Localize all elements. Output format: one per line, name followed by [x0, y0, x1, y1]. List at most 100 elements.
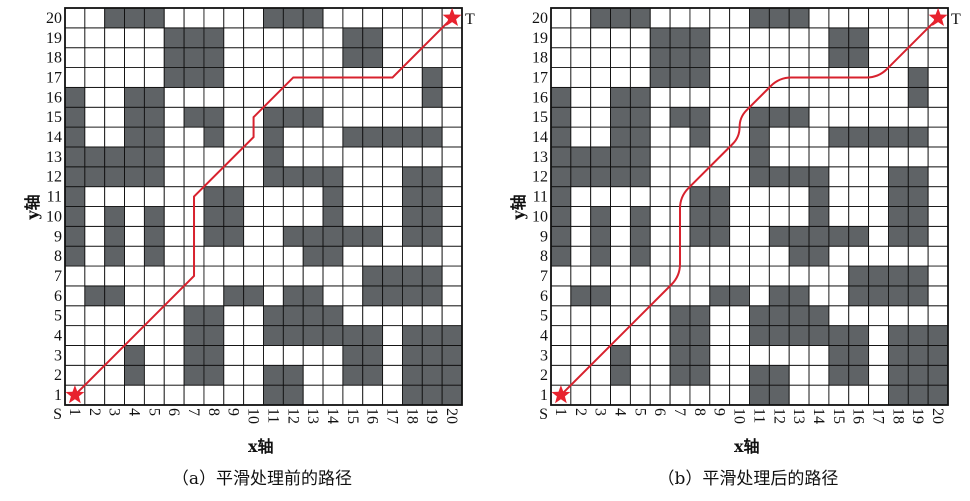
- free-cell: [342, 206, 364, 227]
- free-cell: [342, 265, 364, 287]
- obstacle-cell: [610, 86, 631, 108]
- obstacle-cell: [421, 86, 443, 108]
- raw-path: [74, 17, 453, 396]
- free-cell: [282, 146, 304, 168]
- free-cell: [709, 384, 731, 406]
- obstacle-cell: [828, 225, 850, 247]
- x-tick-label: 15: [344, 408, 361, 424]
- free-cell: [689, 285, 711, 307]
- free-cell: [441, 126, 463, 148]
- free-cell: [868, 27, 889, 49]
- obstacle-cell: [907, 186, 929, 207]
- free-cell: [610, 186, 631, 207]
- x-tick-label: 2: [86, 408, 103, 416]
- free-cell: [84, 106, 106, 128]
- free-cell: [848, 305, 870, 327]
- free-cell: [441, 285, 463, 307]
- free-cell: [828, 384, 850, 406]
- panel-b-after-smoothing: x轴 y轴 （b）平滑处理后的路径 1 2 3 4 5 6 7 8 9 10 11 12 13 14 15 1…: [509, 7, 961, 489]
- free-cell: [282, 27, 304, 49]
- y-tick-label: 14: [532, 129, 548, 146]
- obstacle-cell: [788, 325, 810, 346]
- obstacle-cell: [888, 384, 909, 406]
- free-cell: [441, 206, 463, 227]
- obstacle-cell: [183, 106, 205, 128]
- free-cell: [84, 305, 106, 327]
- obstacle-cell: [183, 27, 205, 49]
- obstacle-cell: [828, 364, 850, 386]
- free-cell: [649, 7, 671, 29]
- free-cell: [550, 7, 572, 29]
- obstacle-cell: [322, 305, 344, 327]
- free-cell: [590, 47, 612, 69]
- free-cell: [570, 106, 592, 128]
- free-cell: [828, 86, 850, 108]
- free-cell: [441, 27, 463, 49]
- free-cell: [729, 27, 750, 49]
- obstacle-cell: [263, 325, 284, 346]
- x-tick-label: 17: [870, 408, 887, 424]
- free-cell: [788, 186, 810, 207]
- free-cell: [163, 345, 185, 366]
- free-cell: [729, 206, 750, 227]
- obstacle-cell: [550, 86, 572, 108]
- obstacle-cell: [203, 364, 225, 386]
- free-cell: [143, 27, 165, 49]
- obstacle-cell: [689, 67, 711, 88]
- free-cell: [104, 384, 125, 406]
- obstacle-cell: [362, 325, 384, 346]
- start-label: S: [539, 406, 548, 423]
- free-cell: [322, 7, 344, 29]
- obstacle-cell: [203, 305, 225, 327]
- obstacle-cell: [124, 166, 145, 188]
- free-cell: [263, 186, 284, 207]
- free-cell: [927, 106, 949, 128]
- free-cell: [421, 47, 443, 69]
- free-cell: [649, 384, 671, 406]
- free-cell: [749, 285, 770, 307]
- free-cell: [441, 47, 463, 69]
- obstacle-cell: [104, 206, 125, 227]
- obstacle-cell: [402, 126, 423, 148]
- free-cell: [124, 67, 145, 88]
- free-cell: [570, 245, 592, 267]
- free-cell: [163, 126, 185, 148]
- obstacle-cell: [64, 186, 86, 207]
- x-tick-label: 3: [592, 408, 609, 416]
- free-cell: [322, 146, 344, 168]
- free-cell: [709, 305, 731, 327]
- obstacle-cell: [907, 265, 929, 287]
- free-cell: [382, 186, 403, 207]
- free-cell: [402, 27, 423, 49]
- free-cell: [570, 265, 592, 287]
- free-cell: [124, 384, 145, 406]
- obstacle-cell: [689, 27, 711, 49]
- free-cell: [689, 7, 711, 29]
- free-cell: [768, 245, 790, 267]
- free-cell: [342, 305, 364, 327]
- obstacle-cell: [808, 206, 830, 227]
- free-cell: [282, 47, 304, 69]
- free-cell: [64, 265, 86, 287]
- y-tick-label: 10: [46, 208, 62, 225]
- obstacle-cell: [788, 245, 810, 267]
- obstacle-cell: [570, 285, 592, 307]
- obstacle-cell: [888, 186, 909, 207]
- free-cell: [64, 345, 86, 366]
- obstacle-cell: [610, 146, 631, 168]
- free-cell: [441, 86, 463, 108]
- free-cell: [868, 86, 889, 108]
- free-cell: [649, 364, 671, 386]
- free-cell: [570, 225, 592, 247]
- obstacle-cell: [282, 225, 304, 247]
- x-tick-label: 10: [731, 408, 748, 424]
- free-cell: [927, 305, 949, 327]
- free-cell: [669, 146, 691, 168]
- free-cell: [84, 245, 106, 267]
- x-tick-label: 18: [403, 408, 420, 424]
- free-cell: [382, 86, 403, 108]
- y-tick-label: 8: [540, 248, 548, 265]
- obstacle-cell: [808, 305, 830, 327]
- y-tick-label: 12: [46, 169, 62, 186]
